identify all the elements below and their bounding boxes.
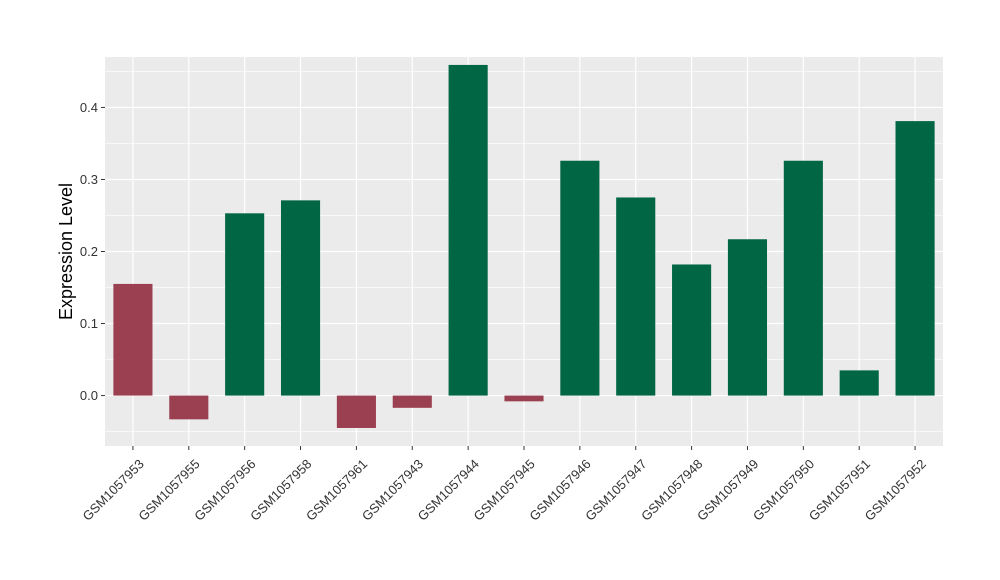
x-axis: GSM1057953GSM1057955GSM1057956GSM1057958… bbox=[79, 446, 929, 524]
bar-GSM1057945 bbox=[504, 395, 544, 402]
y-axis: 0.0 0.1 0.2 0.3 0.4 bbox=[80, 100, 105, 403]
bar-GSM1057955 bbox=[169, 395, 209, 420]
bar-GSM1057949 bbox=[727, 239, 768, 396]
bar-GSM1057961 bbox=[336, 395, 376, 428]
bar-GSM1057951 bbox=[839, 370, 879, 396]
y-tick-label: 0.1 bbox=[80, 316, 98, 331]
bar-GSM1057948 bbox=[672, 264, 712, 396]
y-axis-title: Expression Level bbox=[56, 183, 76, 320]
bar-GSM1057943 bbox=[392, 395, 432, 408]
bar-GSM1057950 bbox=[783, 160, 823, 396]
y-tick-label: 0.4 bbox=[80, 100, 98, 115]
bar-GSM1057944 bbox=[448, 64, 488, 396]
bar-GSM1057956 bbox=[225, 213, 265, 396]
y-tick-label: 0.0 bbox=[80, 388, 98, 403]
bar-GSM1057946 bbox=[560, 160, 600, 396]
bar-GSM1057952 bbox=[895, 121, 935, 396]
y-tick-label: 0.2 bbox=[80, 244, 98, 259]
y-tick-label: 0.3 bbox=[80, 172, 98, 187]
bars bbox=[113, 64, 935, 428]
bar-GSM1057958 bbox=[280, 200, 321, 396]
bar-GSM1057947 bbox=[616, 197, 656, 396]
bar-GSM1057953 bbox=[113, 283, 153, 396]
